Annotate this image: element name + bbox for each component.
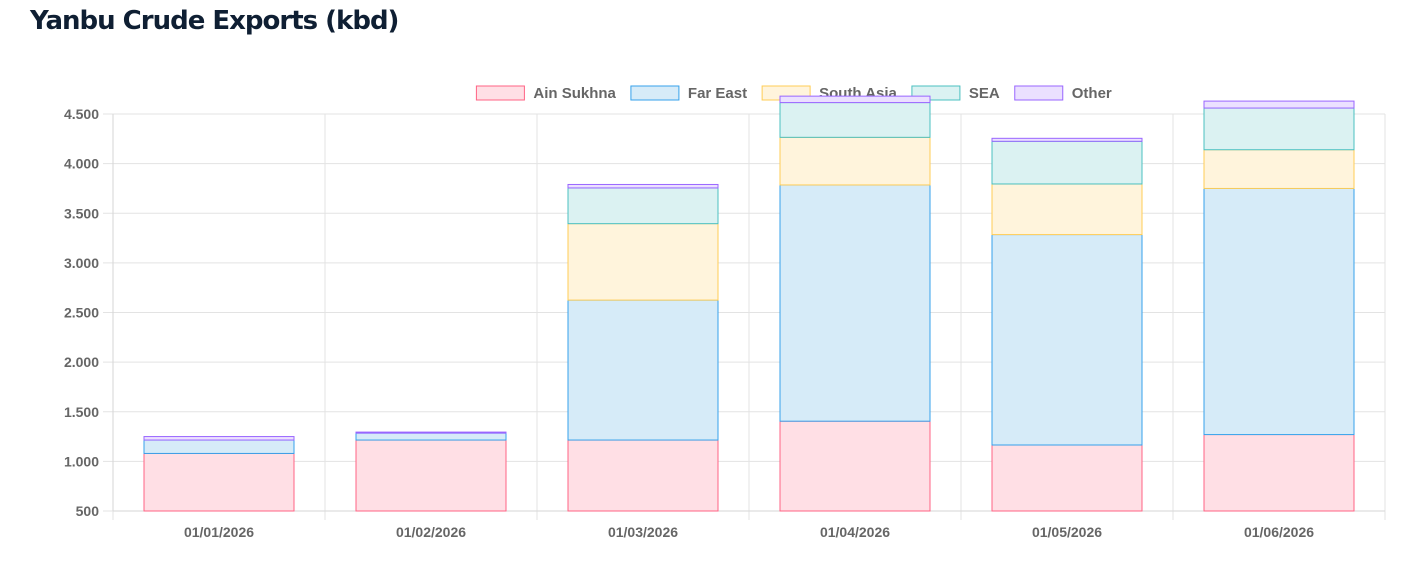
chart-grid [103,113,1386,520]
bar-segment[interactable] [355,439,507,512]
x-tick-label: 01/02/2026 [396,524,466,540]
bar-segment[interactable] [567,299,719,441]
bar-segment[interactable] [567,223,719,301]
y-tick-label: 2.000 [64,354,99,370]
bar-segment[interactable] [779,184,931,422]
bar-segment[interactable] [1203,107,1355,151]
bar-segment[interactable] [779,136,931,186]
y-tick-label: 1.500 [64,404,99,420]
bar-segment[interactable] [143,436,295,441]
bar-segment[interactable] [567,183,719,189]
y-tick-label: 1.000 [64,453,99,469]
legend-label: Ain Sukhna [533,85,616,102]
y-tick-label: 3.500 [64,205,99,221]
legend-label: Far East [688,85,747,102]
bar-segment[interactable] [143,452,295,512]
bar-segment[interactable] [1203,434,1355,512]
bar-segment[interactable] [1203,100,1355,109]
x-tick-label: 01/03/2026 [608,524,678,540]
y-axis-ticks: 4.500 4.000 3.500 3.000 2.500 2.000 1.500 1.000… [64,106,99,519]
bar-segment[interactable] [355,432,507,441]
legend-item[interactable]: Other [1014,85,1112,102]
y-tick-label: 2.500 [64,305,99,321]
legend-swatch [630,85,680,101]
bar-segment[interactable] [779,420,931,512]
legend-item[interactable]: Far East [630,85,747,102]
legend-label: SEA [969,85,1000,102]
bar-segment[interactable] [1203,187,1355,436]
page-title: Yanbu Crude Exports (kbd) [30,6,399,36]
bar-segment[interactable] [991,140,1143,185]
x-tick-label: 01/04/2026 [820,524,890,540]
bar-segment[interactable] [991,444,1143,512]
x-tick-label: 01/06/2026 [1244,524,1314,540]
x-tick-label: 01/05/2026 [1032,524,1102,540]
legend-label: Other [1072,85,1112,102]
legend-item[interactable]: Ain Sukhna [475,85,617,102]
x-axis-ticks: 01/01/2026 01/02/2026 01/03/2026 01/04/2026… [184,524,1314,540]
y-tick-label: 500 [76,503,100,519]
bar-segment[interactable] [567,187,719,225]
chart-bars [143,95,1355,512]
bar-segment[interactable] [355,431,507,434]
bar-segment[interactable] [991,234,1143,446]
bar-segment[interactable] [567,439,719,512]
bar-segment[interactable] [143,439,295,454]
legend-swatch [1014,85,1064,101]
y-tick-label: 4.500 [64,106,99,122]
bar-segment[interactable] [991,183,1143,236]
y-tick-label: 3.000 [64,255,99,271]
bar-segment[interactable] [779,102,931,138]
bar-segment[interactable] [1203,149,1355,189]
legend-swatch [475,85,525,101]
bar-segment[interactable] [991,137,1143,142]
bar-segment[interactable] [779,95,931,104]
y-tick-label: 4.000 [64,156,99,172]
x-tick-label: 01/01/2026 [184,524,254,540]
